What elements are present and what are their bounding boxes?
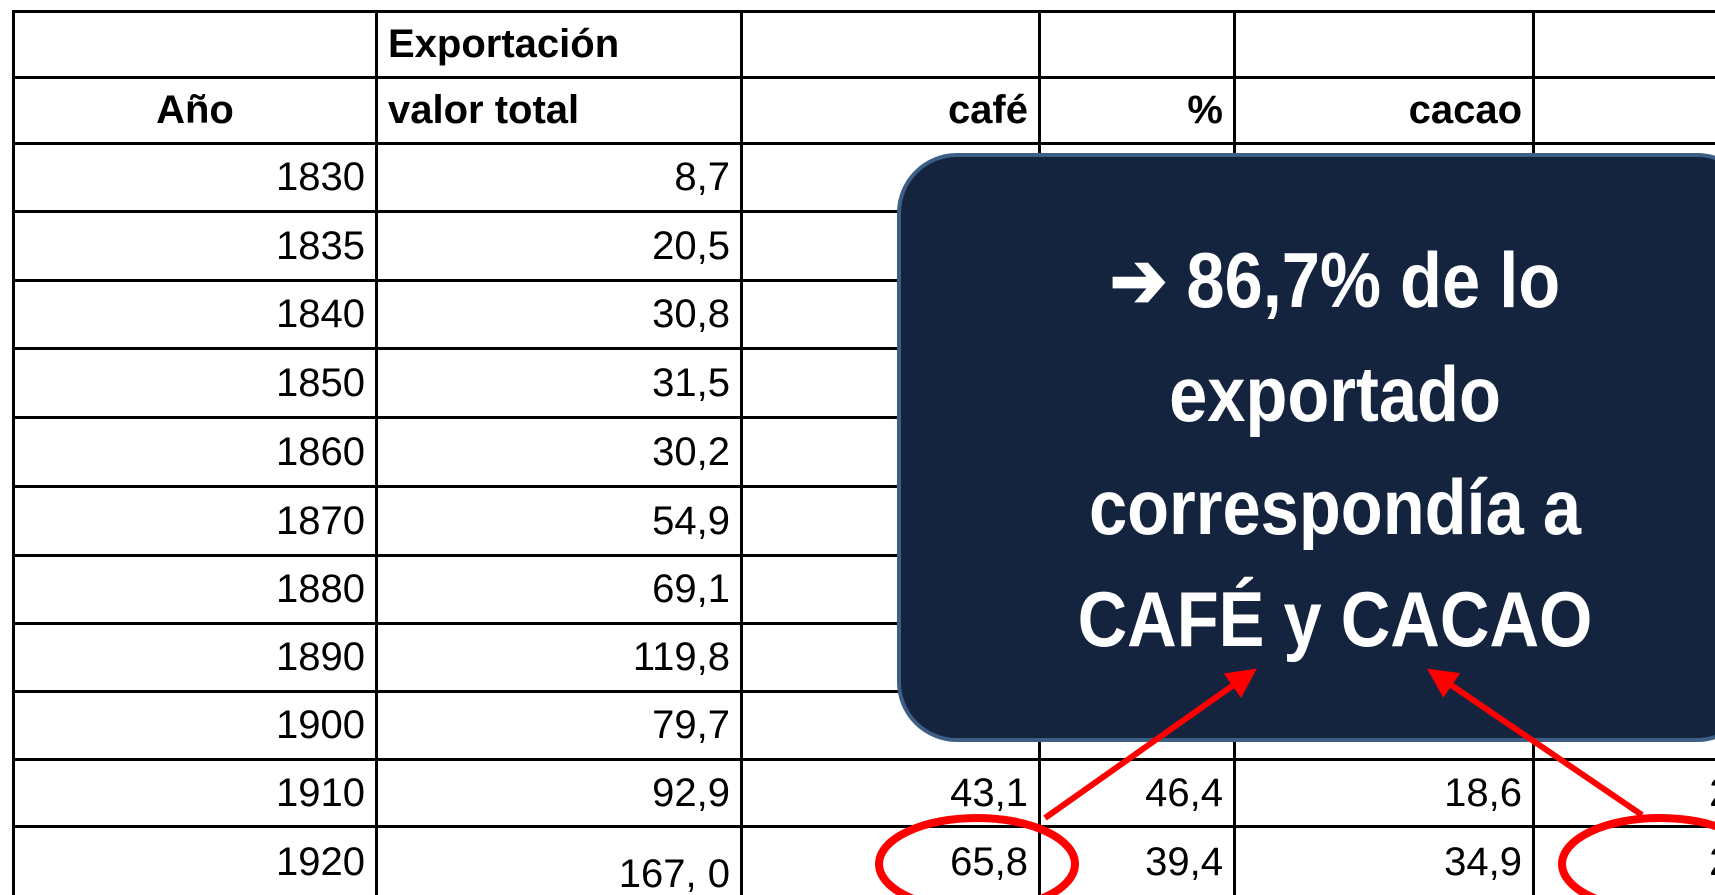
callout-box <box>897 153 1715 742</box>
header-cell: Exportación <box>378 13 743 79</box>
column-header: % <box>1041 79 1236 145</box>
table-cell: 1900 <box>15 693 378 761</box>
table-cell: 69,1 <box>378 557 743 625</box>
header-cell <box>1535 13 1715 79</box>
table-cell: 30,8 <box>378 282 743 350</box>
table-cell: 1850 <box>15 350 378 419</box>
table-cell: 18,6 <box>1236 761 1535 828</box>
table-cell: 30,2 <box>378 419 743 488</box>
column-header: % <box>1535 79 1715 145</box>
table-cell: 1920 <box>15 828 378 895</box>
table-cell: 8,7 <box>378 145 743 213</box>
column-header: Año <box>15 79 378 145</box>
table-cell: 1835 <box>15 213 378 282</box>
table-cell: 31,5 <box>378 350 743 419</box>
table-cell: 1880 <box>15 557 378 625</box>
header-cell <box>15 13 378 79</box>
table-cell: 20,9 <box>1535 828 1715 895</box>
table-cell: 1870 <box>15 488 378 557</box>
table-cell: 1860 <box>15 419 378 488</box>
table-cell: 43,1 <box>743 761 1041 828</box>
table-cell <box>1535 693 1715 761</box>
table-border <box>12 10 1715 13</box>
callout-text: exportado <box>1169 350 1501 438</box>
table-cell: 39,4 <box>1041 828 1236 895</box>
column-header: cacao <box>1236 79 1535 145</box>
table-cell: 1830 <box>15 145 378 213</box>
table-cell: 119,8 <box>378 625 743 693</box>
header-cell <box>1041 13 1236 79</box>
column-header: café <box>743 79 1041 145</box>
table-cell: 1840 <box>15 282 378 350</box>
table-cell: 34,9 <box>1236 828 1535 895</box>
table-cell: 54,9 <box>378 488 743 557</box>
callout-text: correspondía a <box>1088 463 1582 551</box>
table-cell: 167, 0 <box>378 828 743 895</box>
table-border <box>12 10 15 895</box>
header-cell <box>743 13 1041 79</box>
table-cell: 20,5 <box>378 213 743 282</box>
table-cell: 92,9 <box>378 761 743 828</box>
table-cell: 1890 <box>15 625 378 693</box>
arrow <box>1043 668 1257 821</box>
callout-text: ➔ 86,7% de lo <box>1109 236 1561 324</box>
highlight-ellipse <box>1558 814 1715 895</box>
table-cell: 65,8 <box>743 828 1041 895</box>
highlight-ellipse <box>875 814 1079 895</box>
header-cell <box>1236 13 1535 79</box>
table-cell: 1910 <box>15 761 378 828</box>
column-header: valor total <box>378 79 743 145</box>
table-cell: 79,7 <box>378 693 743 761</box>
table-cell: 46,4 <box>1041 761 1236 828</box>
arrow <box>1427 668 1644 818</box>
table-cell: 20,0 <box>1535 761 1715 828</box>
callout-text: CAFÉ y CACAO <box>1077 575 1593 663</box>
